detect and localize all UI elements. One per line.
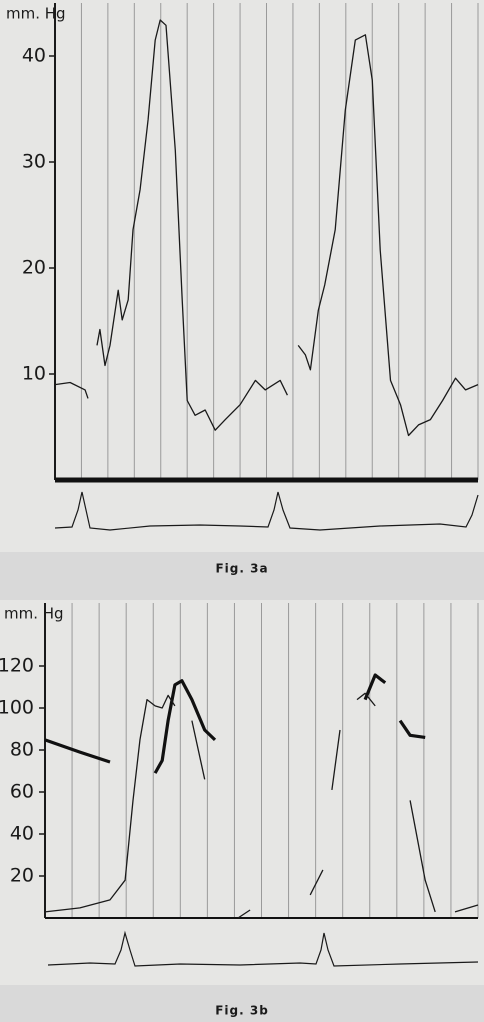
y-axis-title: mm. Hg [6,5,66,23]
y-axis-title: mm. Hg [4,605,64,623]
y-tick-label: 40 [22,45,46,67]
y-tick-label: 100 [0,697,34,719]
y-tick-label: 10 [22,363,46,385]
y-tick-label: 20 [10,865,34,887]
y-tick-label: 20 [22,257,46,279]
pressure-trace [44,692,479,919]
figure-caption: Fig. 3a [215,562,268,576]
pressure-trace [54,19,479,437]
y-tick-label: 120 [0,655,34,677]
y-tick-label: 30 [22,151,46,173]
panel-b [0,600,484,985]
figure-caption: Fig. 3b [215,1004,269,1018]
y-tick-label: 80 [10,739,34,761]
ecg-trace [54,491,479,531]
y-tick-label: 60 [10,781,34,803]
ecg-trace [47,930,479,967]
panel-a [0,0,484,552]
y-tick-label: 40 [10,823,34,845]
